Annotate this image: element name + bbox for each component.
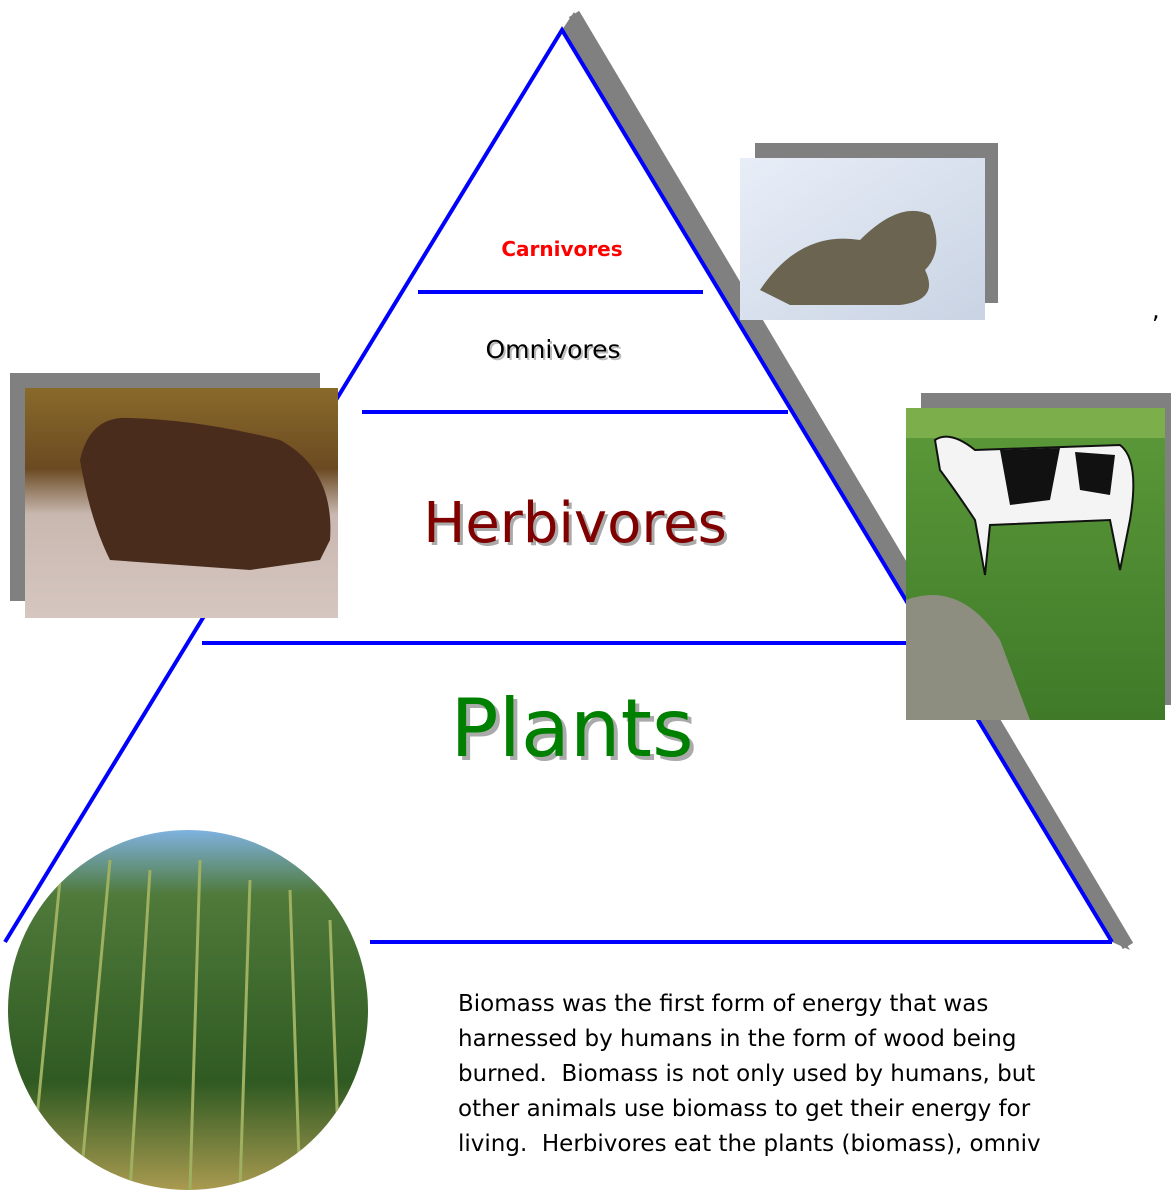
level-label-shadow: Plants — [454, 686, 697, 779]
reeds-photo — [8, 830, 368, 1190]
pyramid-shadow-edge — [568, 10, 1134, 950]
paragraph-line: living. Herbivores eat the plants (bioma… — [458, 1131, 1041, 1157]
level-label-shadow: Omnivores — [487, 337, 622, 366]
level-label: Carnivores — [501, 237, 622, 261]
level-label: Omnivores — [485, 335, 620, 364]
stray-comma: , — [1152, 296, 1160, 324]
paragraph-line: harnessed by humans in the form of wood … — [458, 1026, 1016, 1052]
level-label: Plants — [450, 682, 693, 775]
bear-photo — [25, 388, 338, 618]
wolf-photo — [740, 158, 985, 320]
cow-photo — [906, 408, 1165, 720]
paragraph-line: burned. Biomass is not only used by huma… — [458, 1061, 1035, 1087]
paragraph: Biomass was the first form of energy tha… — [458, 991, 1041, 1157]
paragraph-line: Biomass was the first form of energy tha… — [458, 991, 988, 1017]
paragraph-line: other animals use biomass to get their e… — [458, 1096, 1031, 1122]
level-label: Herbivores — [423, 491, 727, 556]
level-label-shadow: Herbivores — [426, 494, 730, 559]
